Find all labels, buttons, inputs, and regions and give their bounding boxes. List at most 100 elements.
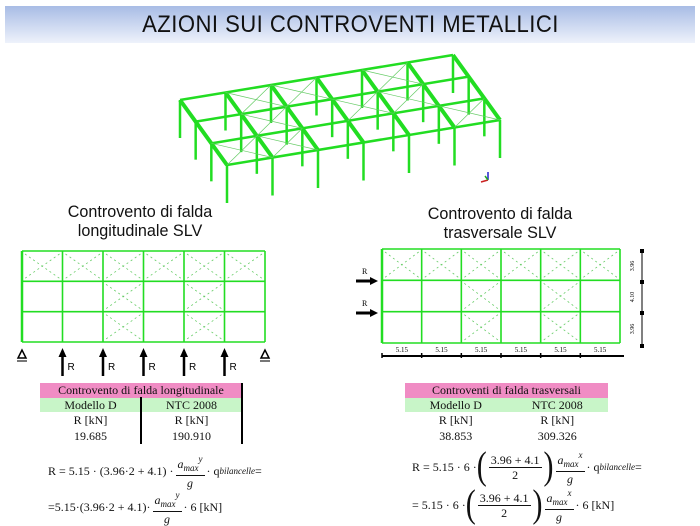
brace-diagonal [186, 314, 222, 340]
3d-frame-model [178, 53, 502, 203]
formula-text: y [198, 454, 203, 464]
value-cell: 190.910 [172, 429, 211, 443]
rafter [178, 98, 229, 167]
formula-text: max [552, 497, 568, 507]
roof-brace [377, 62, 408, 92]
load-label: R [362, 267, 368, 276]
left-heading: Controvento di falda longitudinale SLV [45, 202, 235, 240]
formula-text: R = 5.15 · (3.96·2 + 4.1) · [48, 463, 174, 478]
depth-label: 4.10 [630, 292, 636, 303]
right-heading: Controvento di falda trasversale SLV [405, 204, 595, 242]
dimension-node [640, 249, 644, 253]
formula-text: a [557, 453, 564, 467]
dimension-node [640, 280, 644, 284]
left-heading-line1: Controvento di falda [67, 202, 213, 221]
load-label: R [68, 362, 75, 373]
roof-brace [393, 83, 424, 114]
unit-cell: R [kN] [438, 413, 473, 427]
left-results-table: Controvento di falda longitudinale Model… [40, 383, 243, 444]
rafter [223, 91, 275, 159]
brace-diagonal [146, 253, 182, 279]
axis-triad-icon [480, 172, 489, 183]
brace-diagonal [186, 253, 222, 279]
load-label: R [362, 299, 368, 308]
roof-brace [347, 91, 378, 122]
unit-cell: R [kN] [540, 413, 575, 427]
formula-text: g [556, 510, 563, 524]
right-formula-2: = 5.15 · 6 · (3.96 + 4.1 2) amaxx g · 6 [k… [412, 482, 615, 526]
formula-text: bilancelle [219, 466, 256, 476]
formula-text: = [255, 463, 262, 478]
span-label: 5.15 [515, 346, 528, 354]
arrow-head-icon [220, 348, 229, 357]
span-label: 5.15 [435, 346, 448, 354]
formula-text: x [578, 450, 583, 460]
right-results-table: Controventi di falda trasversali Modello… [405, 383, 608, 444]
unit-cell: R [kN] [73, 413, 108, 427]
slide-title: AZIONI SUI CONTROVENTI METALLICI [141, 10, 559, 38]
brace-diagonal [464, 283, 499, 309]
dimension-node [640, 344, 644, 348]
formula-text: g [164, 512, 171, 526]
formula-text: 2 [501, 505, 508, 520]
formula-text: 2 [512, 467, 519, 482]
left-heading-line2: longitudinale SLV [77, 221, 203, 240]
brace-diagonal [543, 283, 578, 309]
value-cell: 309.326 [537, 429, 577, 443]
formula-text: =5.15·(3.96·2 + 4.1)· [48, 499, 151, 514]
arrow-head-icon [99, 348, 107, 357]
brace-diagonal [543, 251, 578, 278]
col-header: NTC 2008 [166, 398, 217, 412]
load-label: R [108, 362, 115, 373]
formula-text: max [183, 463, 199, 473]
roof-brace [286, 77, 317, 107]
pin-support-icon [16, 348, 28, 359]
roof-brace [226, 135, 258, 166]
arrow-head-icon [370, 277, 378, 285]
span-label: 5.15 [594, 346, 607, 354]
depth-label: 3.96 [630, 261, 636, 272]
brace-diagonal [583, 251, 618, 278]
formula-text: = [635, 459, 642, 474]
formula-text: · q [586, 459, 600, 474]
formula-text: 3.96 + 4.1 [477, 490, 531, 506]
load-label: R [189, 362, 196, 373]
brace-diagonal [464, 251, 499, 278]
arrow-head-icon [58, 348, 67, 357]
left-formula-2: =5.15·(3.96·2 + 4.1)· amaxy g · 6 [kN] [48, 488, 222, 526]
table-title: Controvento di falda longitudinale [40, 383, 242, 398]
span-label: 5.15 [554, 346, 567, 354]
roof-brace [240, 84, 272, 115]
value-cell: 19.685 [74, 429, 107, 443]
brace-diagonal [464, 314, 499, 341]
rafter [314, 76, 366, 144]
brace-diagonal [24, 253, 60, 279]
brace-diagonal [384, 251, 419, 278]
formula-text: max [563, 459, 579, 469]
formula-text: bilancelle [599, 462, 636, 472]
col-header: NTC 2008 [531, 398, 583, 412]
brace-diagonal [424, 251, 459, 278]
load-label: R [230, 362, 237, 373]
table-title: Controventi di falda trasversali [405, 383, 608, 398]
arrow-head-icon [370, 309, 378, 317]
formula-text: = 5.15 · 6 · [412, 497, 466, 512]
rafter [360, 68, 411, 137]
roof-brace [256, 106, 287, 137]
brace-diagonal [105, 314, 141, 340]
rafter [405, 61, 457, 129]
formula-text: g [187, 476, 194, 490]
formula-text: max [160, 499, 176, 509]
formula-text: · q [206, 463, 220, 478]
load-label: R [149, 362, 156, 373]
brace-diagonal [543, 314, 578, 341]
unit-cell: R [kN] [174, 413, 209, 427]
right-heading-line2: trasversale SLV [443, 223, 557, 242]
roof-brace [454, 98, 485, 128]
brace-diagonal [105, 253, 141, 279]
formula-text: 3.96 + 4.1 [488, 452, 542, 468]
formula-text: a [177, 457, 184, 471]
